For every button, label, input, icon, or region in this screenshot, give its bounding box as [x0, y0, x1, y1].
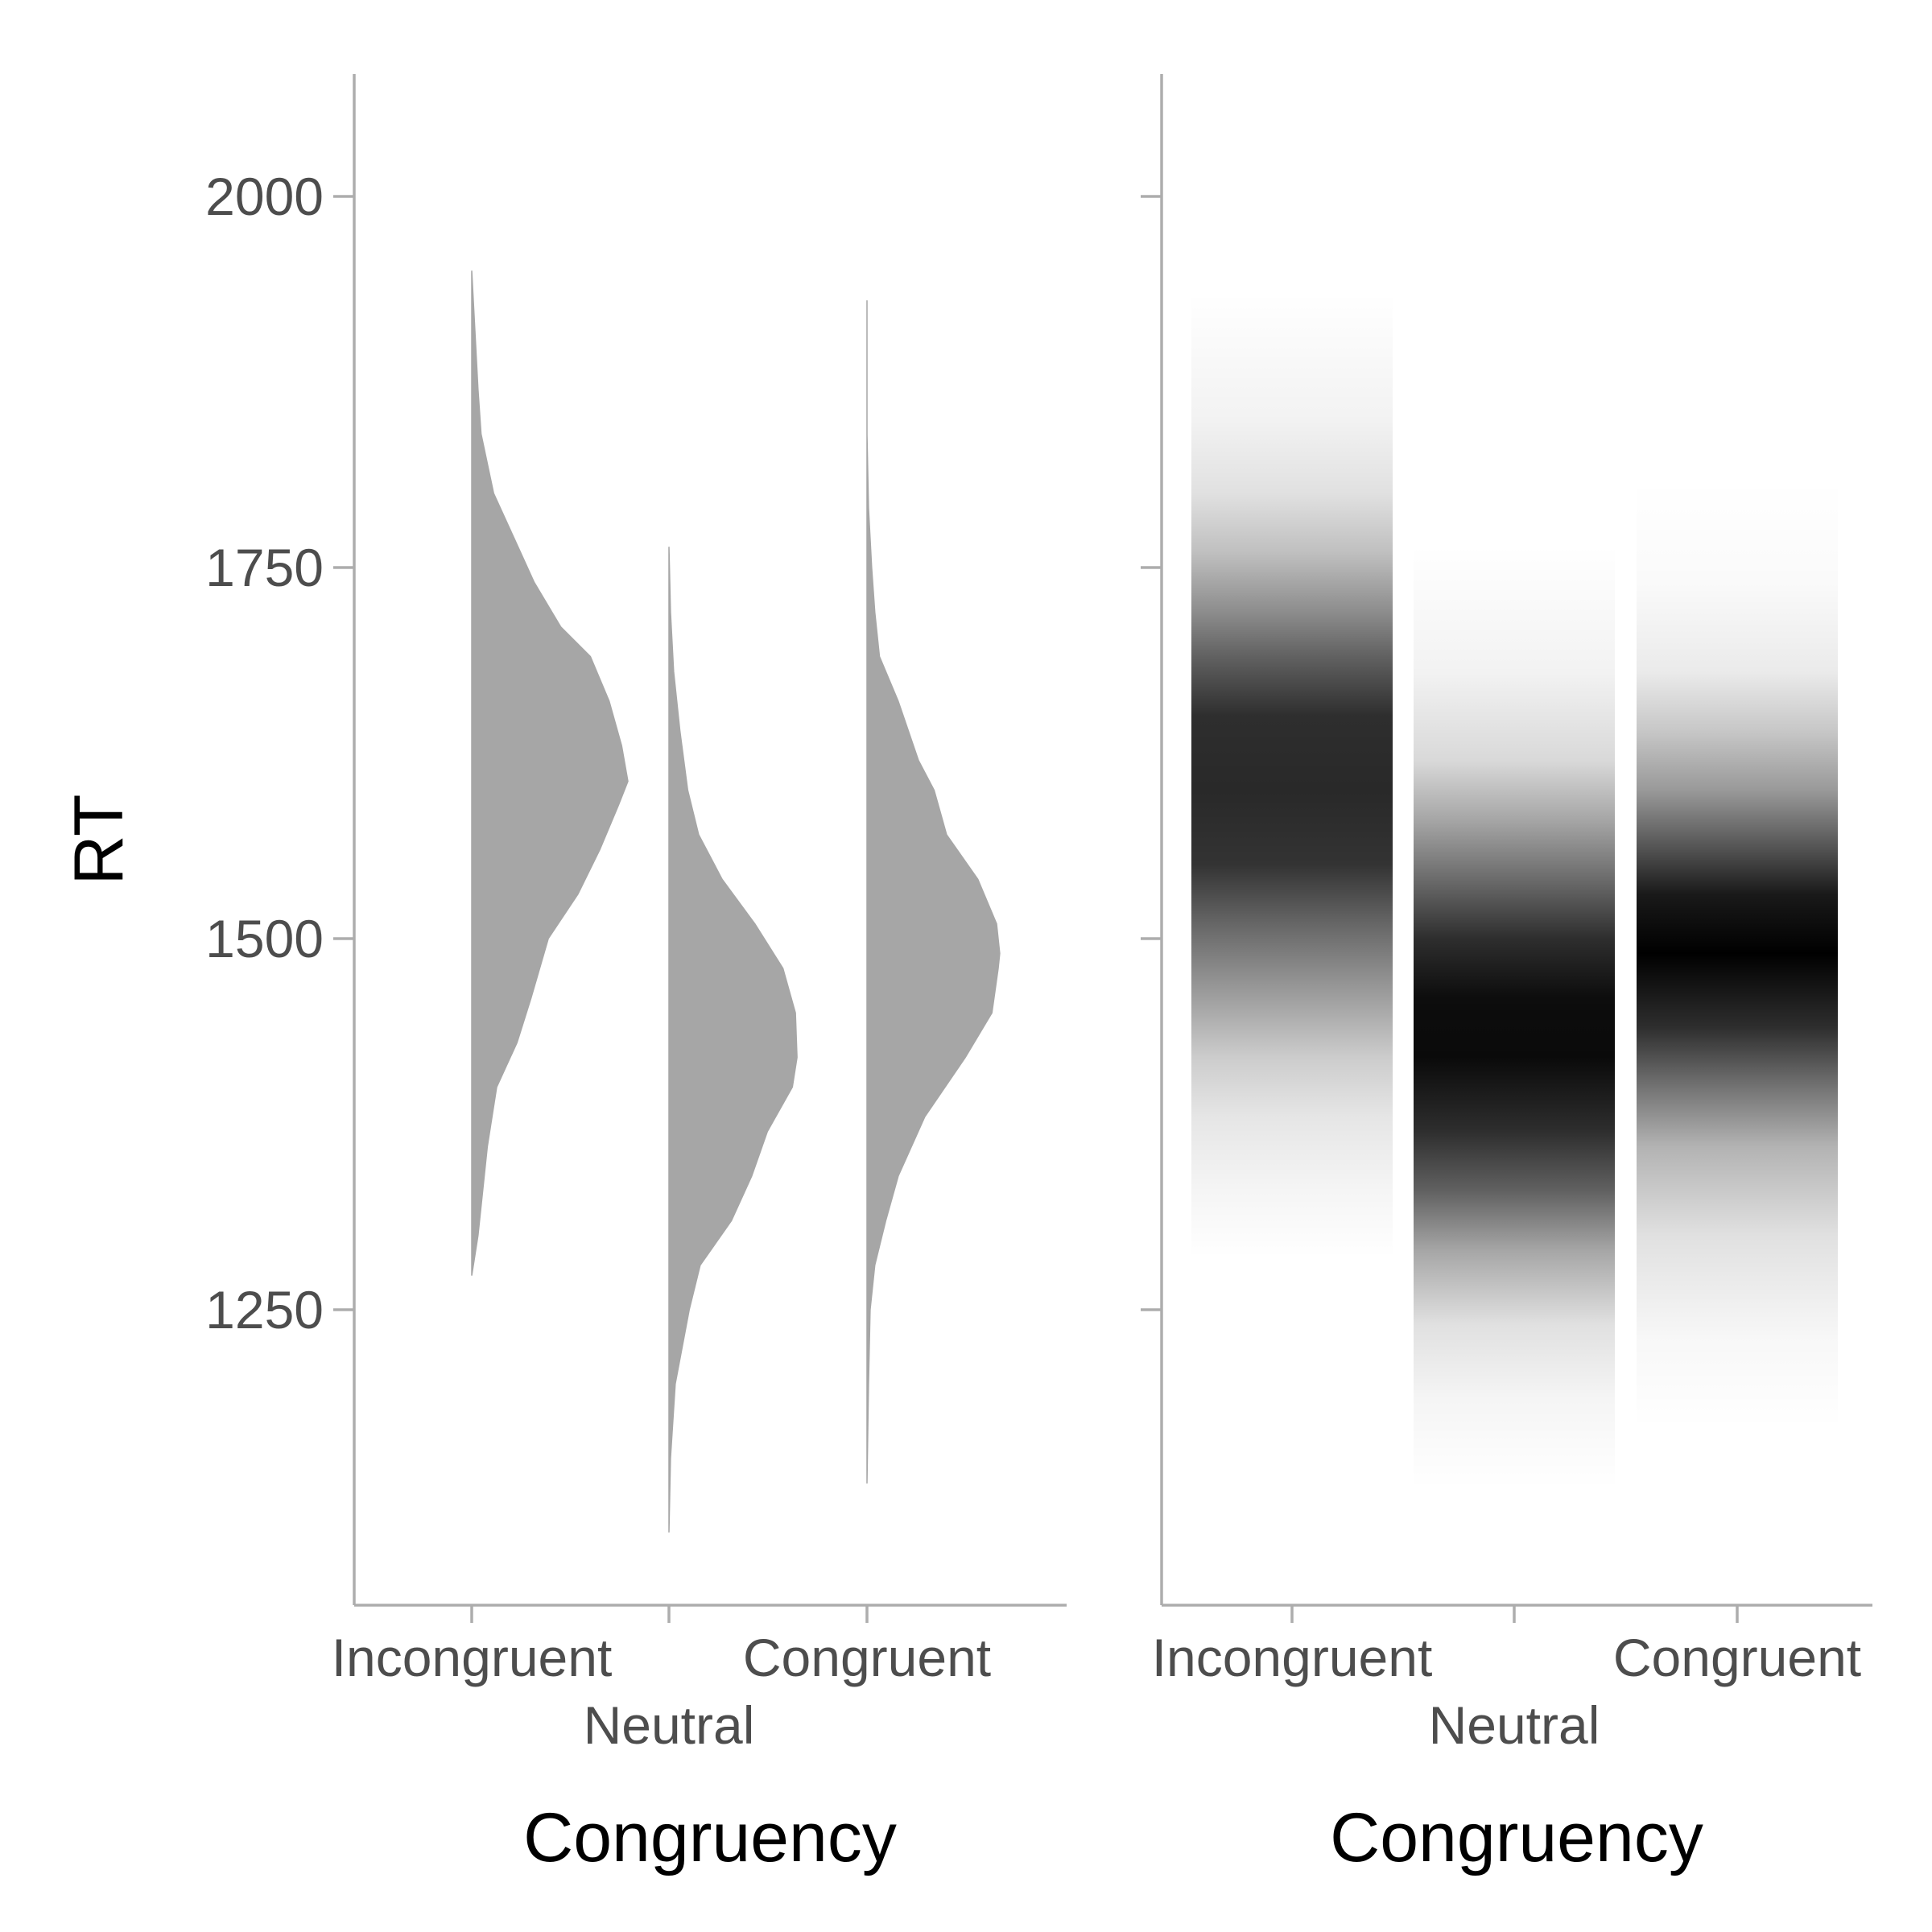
- y-axis-title: RT: [60, 794, 138, 885]
- y-tick-label: 2000: [205, 167, 324, 226]
- density-bar-incongruent: [1191, 292, 1393, 1258]
- x-axis-title-right: Congruency: [1330, 1799, 1703, 1876]
- y-tick-label: 1500: [205, 909, 324, 968]
- y-tick-label: 1250: [205, 1280, 324, 1340]
- density-bar-neutral: [1414, 545, 1615, 1488]
- x-axis-title-left: Congruency: [523, 1799, 897, 1876]
- x-tick-label: Neutral: [584, 1695, 755, 1755]
- violin-neutral: [668, 547, 798, 1533]
- density-bar-congruent: [1637, 478, 1838, 1429]
- x-tick-label: Congruent: [1613, 1628, 1861, 1687]
- x-ticks: Incongruent Neutral Congruent: [332, 1605, 991, 1755]
- x-tick-label: Congruent: [743, 1628, 991, 1687]
- gradient-marks: [1191, 292, 1838, 1488]
- violin-marks: [471, 270, 1001, 1533]
- y-ticks: 1250 1500 1750 2000: [205, 167, 354, 1340]
- x-tick-label: Incongruent: [1152, 1628, 1433, 1687]
- violin-congruent: [866, 300, 1001, 1484]
- violin-incongruent: [471, 270, 629, 1276]
- x-tick-label: Neutral: [1429, 1695, 1600, 1755]
- y-ticks-right: [1141, 195, 1162, 1311]
- x-tick-label: Incongruent: [332, 1628, 613, 1687]
- violin-panel: 1250 1500 1750 2000 Incongruent Neutral Congr…: [60, 74, 1067, 1876]
- y-tick-label: 1750: [205, 538, 324, 597]
